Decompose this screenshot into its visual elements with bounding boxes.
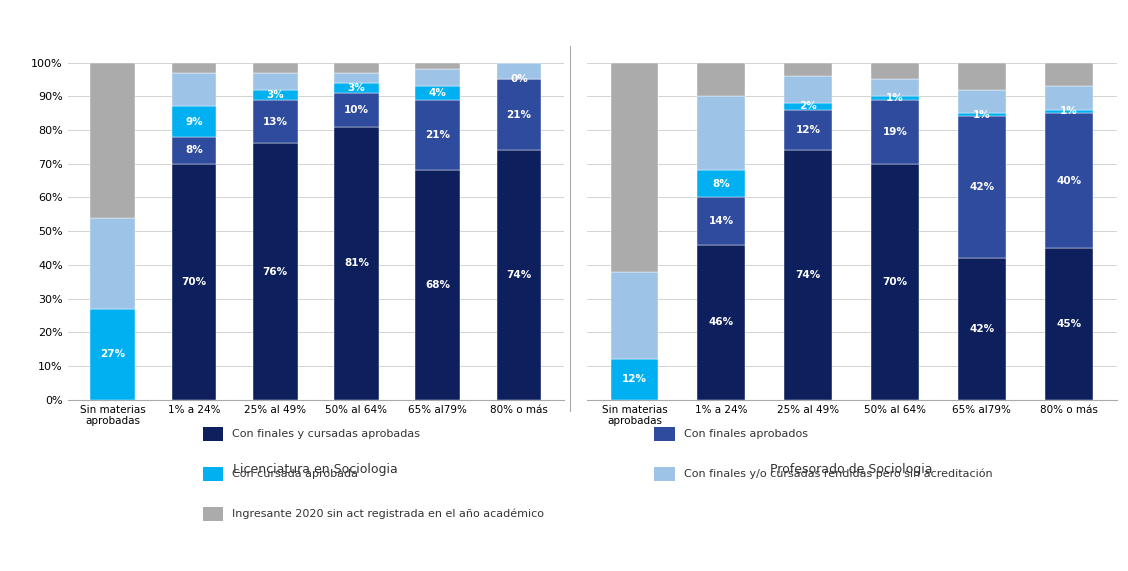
Bar <box>496 79 541 150</box>
Bar <box>334 127 379 400</box>
Bar <box>697 96 746 170</box>
Bar <box>90 63 135 218</box>
Text: 4%: 4% <box>429 88 447 98</box>
Text: 70%: 70% <box>182 277 206 287</box>
Bar <box>415 69 460 86</box>
Bar <box>334 73 379 83</box>
Bar <box>1045 110 1093 113</box>
Bar <box>784 63 832 76</box>
Bar <box>871 96 919 99</box>
Text: 70%: 70% <box>882 277 908 287</box>
Bar <box>253 143 298 400</box>
Bar <box>171 63 217 73</box>
Bar <box>496 150 541 400</box>
Text: Con finales y cursadas aprobadas: Con finales y cursadas aprobadas <box>232 429 421 439</box>
Text: Con cursada aprobada: Con cursada aprobada <box>232 469 359 479</box>
Bar <box>958 90 1006 113</box>
Bar <box>871 164 919 400</box>
Text: 27%: 27% <box>100 349 125 359</box>
Bar <box>871 63 919 79</box>
Bar <box>871 99 919 164</box>
Bar <box>1045 63 1093 86</box>
Bar <box>334 63 379 73</box>
Bar <box>784 150 832 400</box>
Bar <box>958 113 1006 116</box>
Text: 12%: 12% <box>795 125 821 135</box>
Bar <box>253 63 298 73</box>
Bar <box>697 198 746 244</box>
Bar <box>871 79 919 96</box>
Text: 76%: 76% <box>263 267 288 276</box>
Text: 8%: 8% <box>185 145 203 155</box>
Bar <box>610 63 659 272</box>
Text: 46%: 46% <box>708 317 734 327</box>
Bar <box>697 63 746 96</box>
Text: 8%: 8% <box>713 179 730 189</box>
Text: Profesorado de Sociologia: Profesorado de Sociologia <box>770 464 933 476</box>
Text: 13%: 13% <box>263 116 288 127</box>
Text: Con finales aprobados: Con finales aprobados <box>684 429 808 439</box>
Text: Ingresante 2020 sin act registrada en el año académico: Ingresante 2020 sin act registrada en el… <box>232 509 545 519</box>
Text: 68%: 68% <box>425 280 450 290</box>
Bar <box>784 110 832 150</box>
Bar <box>958 63 1006 90</box>
Bar <box>334 83 379 93</box>
Text: 3%: 3% <box>347 83 365 93</box>
Bar <box>171 136 217 164</box>
Bar <box>697 170 746 198</box>
Bar <box>171 73 217 106</box>
Bar <box>90 218 135 309</box>
Bar <box>1045 113 1093 248</box>
Bar <box>253 90 298 99</box>
Text: 1%: 1% <box>887 93 904 103</box>
Bar <box>253 73 298 90</box>
Text: 21%: 21% <box>506 110 531 120</box>
Bar <box>496 63 541 79</box>
Text: 1%: 1% <box>973 110 990 120</box>
Text: 3%: 3% <box>266 90 284 99</box>
Bar <box>1045 248 1093 400</box>
Bar <box>958 116 1006 258</box>
Bar <box>171 106 217 136</box>
Bar <box>415 99 460 170</box>
Text: 1%: 1% <box>1060 106 1077 116</box>
Bar <box>415 63 460 69</box>
Bar <box>253 99 298 143</box>
Text: 74%: 74% <box>506 270 531 280</box>
Bar <box>784 103 832 110</box>
Text: Licenciatura en Sociologia: Licenciatura en Sociologia <box>233 464 398 476</box>
Bar <box>415 86 460 99</box>
Text: 81%: 81% <box>344 258 369 268</box>
Bar <box>334 93 379 127</box>
Text: 19%: 19% <box>882 127 908 136</box>
Text: 2%: 2% <box>800 102 817 111</box>
Bar <box>171 164 217 400</box>
Bar <box>90 309 135 400</box>
Text: 42%: 42% <box>969 182 995 192</box>
Bar <box>697 244 746 400</box>
Bar <box>784 76 832 103</box>
Text: 45%: 45% <box>1056 319 1082 329</box>
Text: 14%: 14% <box>708 216 734 226</box>
Bar <box>958 258 1006 400</box>
Text: 40%: 40% <box>1056 175 1082 186</box>
Text: 12%: 12% <box>622 375 647 384</box>
Text: 0%: 0% <box>510 74 528 85</box>
Text: 9%: 9% <box>185 116 203 127</box>
Bar <box>610 272 659 359</box>
Bar <box>610 359 659 400</box>
Text: 74%: 74% <box>795 270 821 280</box>
Text: Con finales y/o cursadas rendidas pero sin acreditación: Con finales y/o cursadas rendidas pero s… <box>684 469 993 479</box>
Bar <box>1045 86 1093 110</box>
Text: 42%: 42% <box>969 324 995 334</box>
Text: 10%: 10% <box>344 104 369 115</box>
Text: 21%: 21% <box>425 130 450 140</box>
Bar <box>415 170 460 400</box>
